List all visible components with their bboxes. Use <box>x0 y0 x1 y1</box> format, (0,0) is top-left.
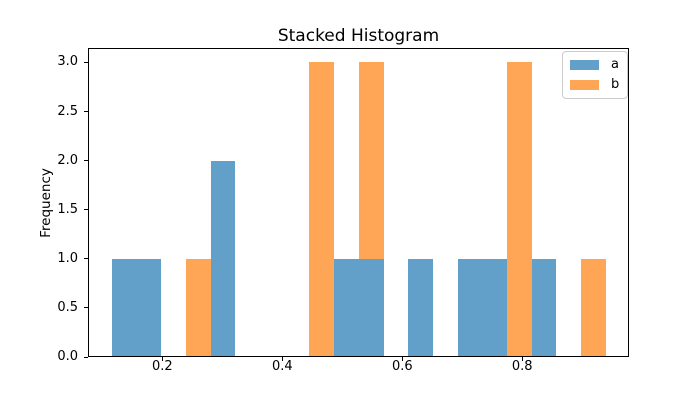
y-tick-label: 0.5 <box>57 299 78 315</box>
x-tick-label: 0.4 <box>271 359 293 374</box>
y-tick-label: 1.5 <box>57 201 78 217</box>
histogram-bar-b <box>309 62 334 357</box>
histogram-bar-a <box>408 259 433 357</box>
y-tick-label: 0.0 <box>57 349 78 364</box>
histogram-bar-a <box>334 259 359 357</box>
y-tick <box>84 307 88 309</box>
legend-swatch-a <box>570 60 599 70</box>
histogram-bar-a <box>458 259 482 357</box>
chart-title: Stacked Histogram <box>277 26 440 46</box>
histogram-bar-a <box>211 161 235 357</box>
histogram-bar-b <box>581 259 606 357</box>
legend-label: b <box>611 77 620 92</box>
histogram-bar-b <box>507 62 532 357</box>
x-tick <box>281 357 283 361</box>
histogram-bar-a <box>112 259 136 357</box>
legend-entry-a: a <box>563 55 627 75</box>
x-tick <box>161 357 163 361</box>
histogram-bar-a <box>359 259 384 357</box>
y-tick-label: 3.0 <box>57 54 78 70</box>
y-tick <box>84 111 88 113</box>
legend-swatch-b <box>570 80 599 90</box>
y-tick <box>84 209 88 211</box>
histogram-bar-a <box>482 259 507 357</box>
y-tick-label: 1.0 <box>57 250 78 266</box>
legend-entry-b: b <box>563 75 627 95</box>
x-tick-label: 0.2 <box>152 359 173 374</box>
histogram-bar-b <box>359 62 384 259</box>
y-tick-label: 2.0 <box>57 152 78 168</box>
y-tick <box>84 61 88 63</box>
legend-label: a <box>611 57 619 72</box>
y-tick <box>84 258 88 260</box>
histogram-bar-a <box>532 259 556 357</box>
histogram-bar-a <box>136 259 161 357</box>
y-tick <box>84 160 88 162</box>
y-tick <box>84 356 88 358</box>
histogram-bar-b <box>186 259 211 357</box>
y-tick-label: 2.5 <box>57 103 78 119</box>
x-tick <box>401 357 403 361</box>
x-tick-label: 0.6 <box>391 359 413 374</box>
x-tick-label: 0.8 <box>511 359 533 374</box>
x-tick <box>521 357 523 361</box>
